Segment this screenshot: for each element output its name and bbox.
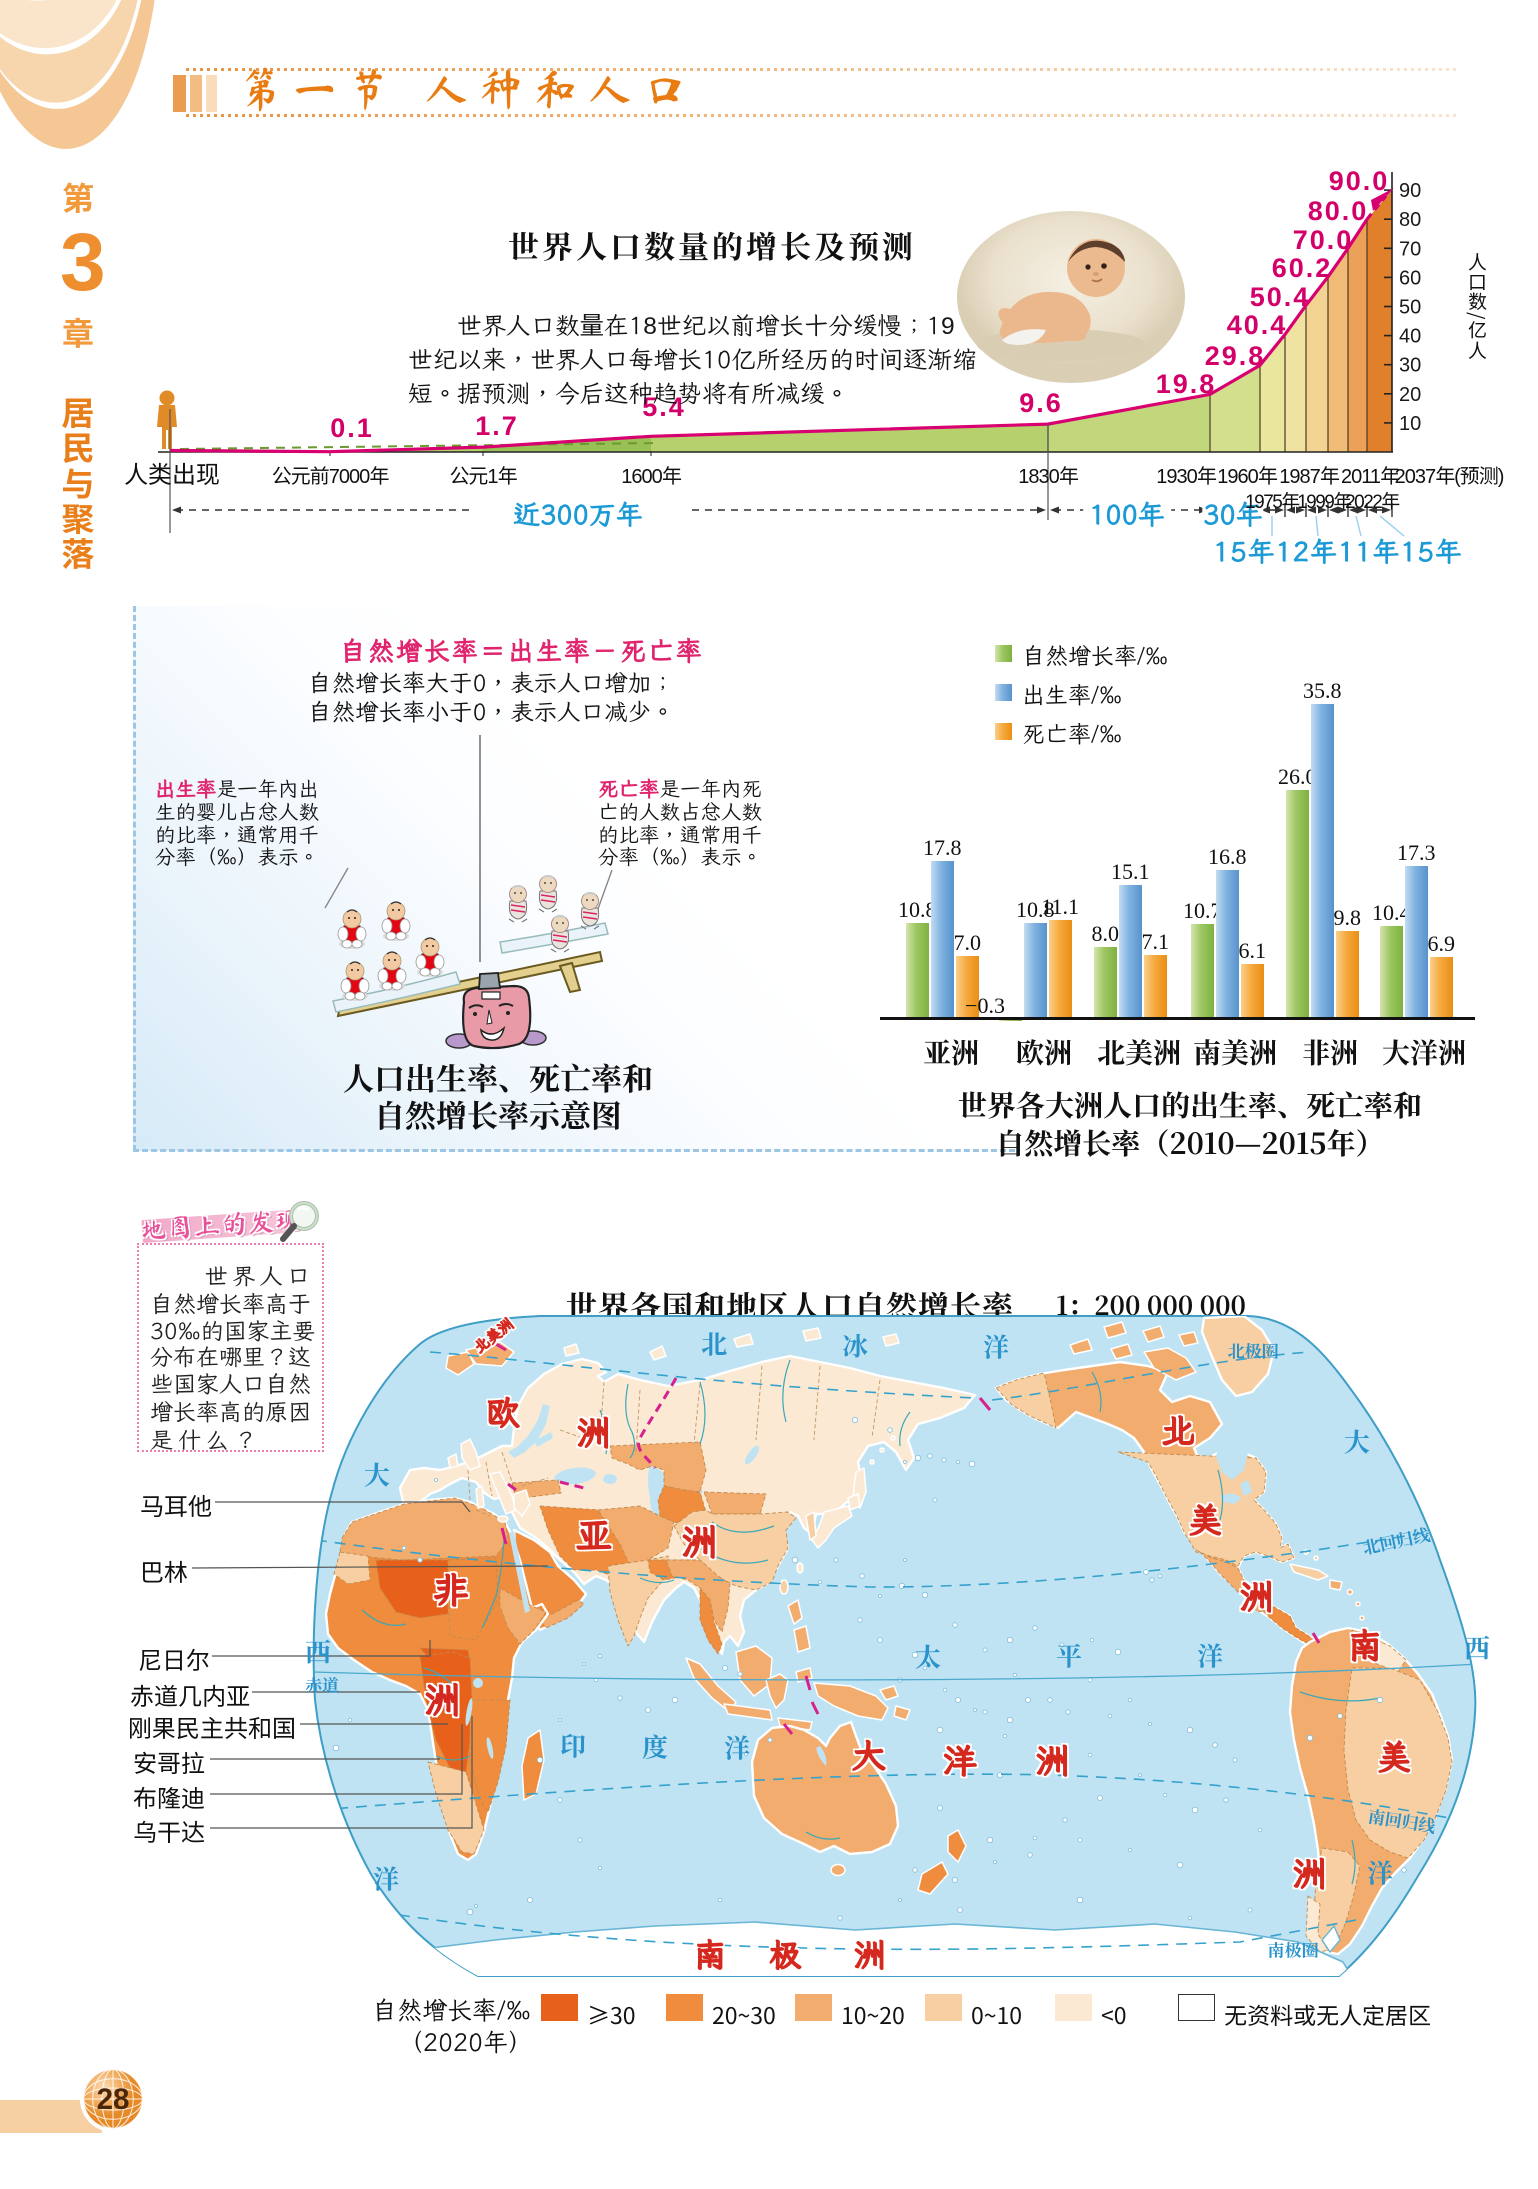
svg-text:50: 50	[1399, 297, 1421, 319]
svg-text:40: 40	[1399, 326, 1421, 348]
svg-text:10: 10	[1399, 413, 1421, 435]
svg-text:80: 80	[1399, 209, 1421, 231]
svg-text:5.4: 5.4	[642, 392, 686, 422]
svg-text:1.7: 1.7	[475, 411, 519, 441]
svg-text:30: 30	[1399, 355, 1421, 377]
svg-text:70.0: 70.0	[1293, 225, 1354, 255]
svg-text:19.8: 19.8	[1156, 369, 1217, 399]
svg-text:50.4: 50.4	[1250, 282, 1311, 312]
svg-text:90: 90	[1399, 180, 1421, 202]
svg-text:28: 28	[97, 2083, 130, 2116]
svg-text:60: 60	[1399, 267, 1421, 289]
svg-text:29.8: 29.8	[1205, 341, 1266, 371]
svg-text:90.0: 90.0	[1329, 166, 1390, 196]
svg-text:9.6: 9.6	[1019, 388, 1063, 418]
svg-text:20: 20	[1399, 384, 1421, 406]
svg-text:70: 70	[1399, 238, 1421, 260]
svg-text:80.0: 80.0	[1308, 196, 1369, 226]
svg-text:0.1: 0.1	[330, 413, 374, 443]
svg-text:60.2: 60.2	[1272, 253, 1333, 283]
svg-text:40.4: 40.4	[1227, 310, 1288, 340]
